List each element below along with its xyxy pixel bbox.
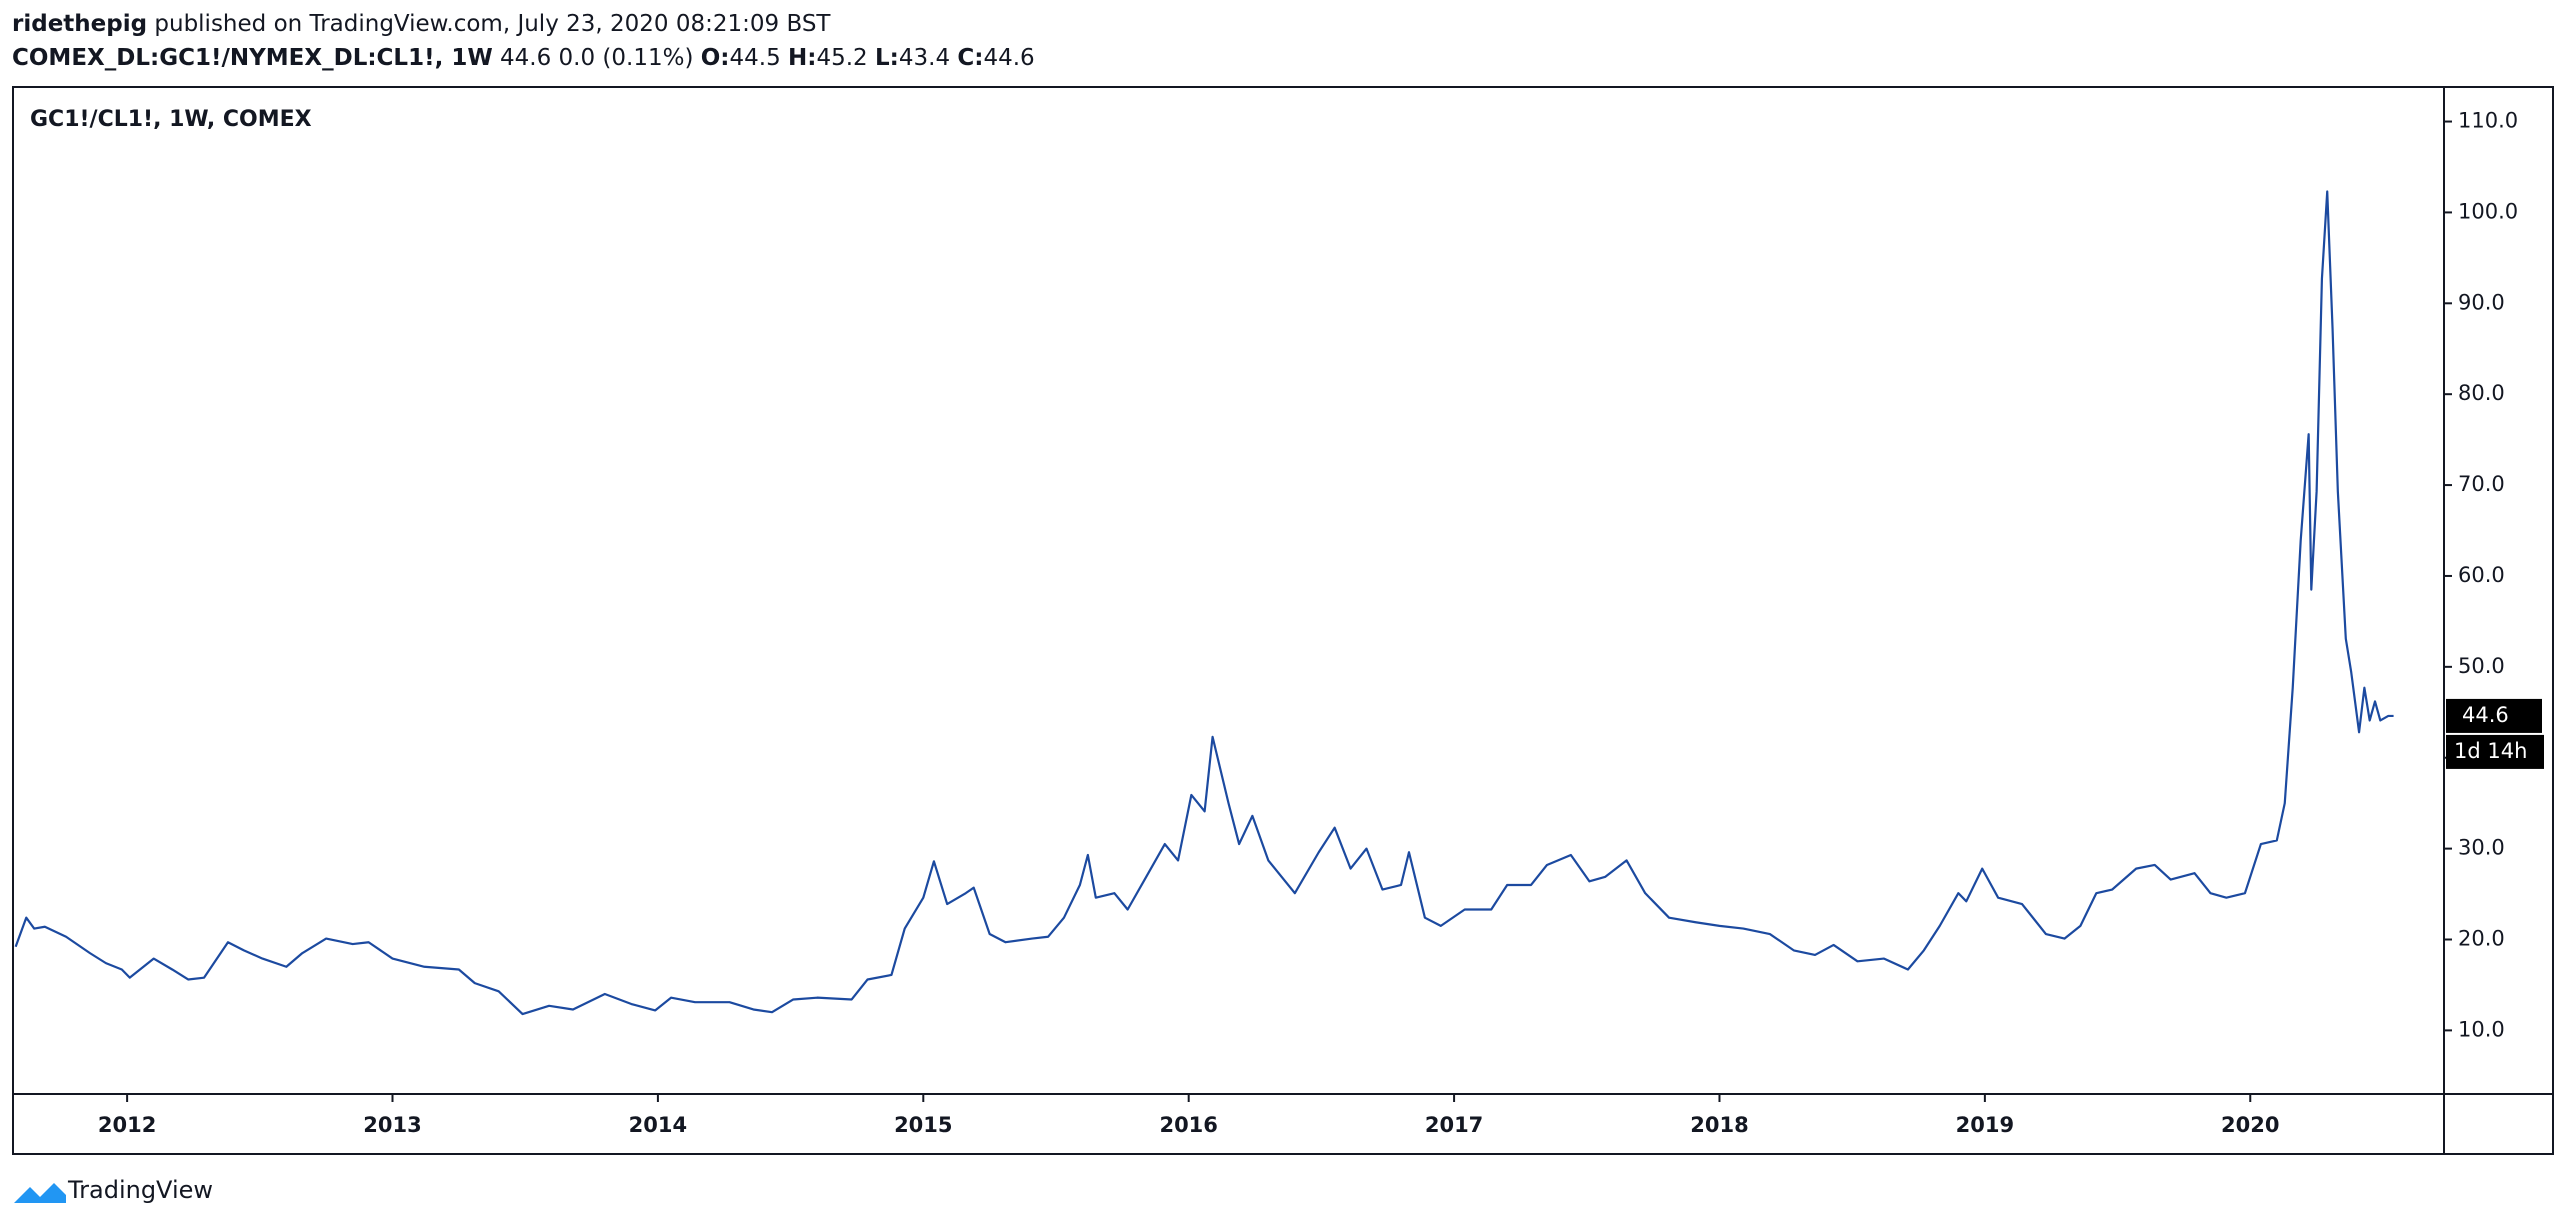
close: 44.6 [983,45,1034,71]
tradingview-logo [14,1183,66,1203]
author: ridethepig [12,11,147,37]
x-tick-label: 2017 [1425,1113,1483,1137]
price-line [14,190,2394,1016]
x-tick-label: 2015 [894,1113,952,1137]
publish-line: ridethepig published on TradingView.com,… [12,11,831,37]
y-tick-label: 80.0 [2458,381,2505,405]
y-tick-label: 30.0 [2458,836,2505,860]
y-tick-label: 10.0 [2458,1017,2505,1041]
low: 43.4 [899,45,950,71]
last-price-box [2446,698,2542,733]
y-tick-label: 20.0 [2458,926,2505,950]
footer-brand: TradingView [67,1176,213,1204]
high: 45.2 [816,45,867,71]
x-tick-label: 2013 [363,1113,421,1137]
chart-frame [12,86,2554,1155]
symbol-line: COMEX_DL:GC1!/NYMEX_DL:CL1!, 1W 44.6 0.0… [12,45,1035,71]
x-tick-label: 2016 [1159,1113,1217,1137]
countdown-box [2446,734,2544,769]
y-tick-label: 110.0 [2458,109,2518,133]
close-label: C: [957,45,983,71]
x-tick-label: 2014 [629,1113,687,1137]
y-tick-label: 90.0 [2458,290,2505,314]
y-tick-label: 50.0 [2458,654,2505,678]
y-tick-label: 70.0 [2458,472,2505,496]
low-label: L: [875,45,899,71]
chart-title: GC1!/CL1!, 1W, COMEX [30,107,312,132]
open-label: O: [701,45,730,71]
open: 44.5 [730,45,781,71]
symbol: COMEX_DL:GC1!/NYMEX_DL:CL1!, 1W [12,45,493,71]
published: published on TradingView.com, July 23, 2… [154,11,831,37]
high-label: H: [788,45,816,71]
x-tick-label: 2020 [2221,1113,2279,1137]
x-tick-label: 2012 [98,1113,156,1137]
last-price-label: 44.6 [2462,703,2509,727]
x-tick-label: 2018 [1690,1113,1748,1137]
y-tick-label: 100.0 [2458,199,2518,223]
summary: 44.6 0.0 (0.11%) [500,45,693,71]
x-tick-label: 2019 [1956,1113,2014,1137]
y-tick-label: 60.0 [2458,563,2505,587]
countdown-label: 1d 14h [2454,739,2527,763]
